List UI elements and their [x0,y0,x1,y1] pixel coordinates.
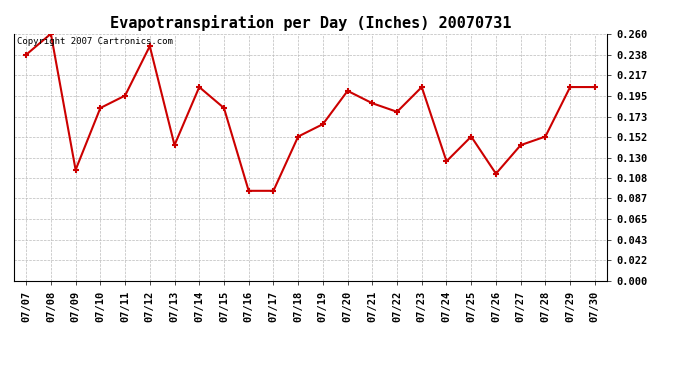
Text: Copyright 2007 Cartronics.com: Copyright 2007 Cartronics.com [17,38,172,46]
Title: Evapotranspiration per Day (Inches) 20070731: Evapotranspiration per Day (Inches) 2007… [110,15,511,31]
